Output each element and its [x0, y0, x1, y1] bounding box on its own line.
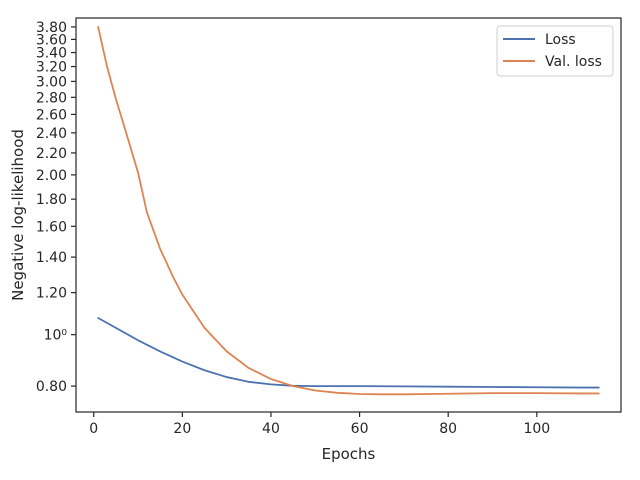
y-tick-label: 3.00 — [36, 74, 67, 90]
x-tick-label: 40 — [262, 421, 280, 437]
axes-frame — [75, 17, 622, 413]
x-tick-label: 80 — [439, 421, 457, 437]
y-tick-label: 2.20 — [36, 146, 67, 162]
y-tick-label: 2.80 — [36, 90, 67, 106]
x-tick-label: 100 — [523, 421, 550, 437]
y-tick-label: 1.20 — [36, 286, 67, 302]
series-line-val-loss — [97, 26, 600, 396]
y-tick-label: 1.80 — [36, 192, 67, 208]
plot-layer — [97, 26, 600, 396]
y-tick-label: 2.60 — [36, 107, 67, 123]
y-tick-label: 2.40 — [36, 126, 67, 142]
y-tick-label: 10⁰ — [44, 328, 68, 344]
y-tick-label: 3.60 — [36, 32, 67, 48]
x-tick-label: 0 — [89, 421, 98, 437]
y-tick-label: 3.40 — [36, 46, 67, 62]
y-tick-label: 2.00 — [36, 168, 67, 184]
y-tick-label: 3.20 — [36, 60, 67, 76]
y-axis: 0.80 10⁰ 1.20 1.40 1.60 1.80 2.00 2.20 2.40 2.602… — [36, 20, 76, 395]
legend: Loss Val. loss — [496, 25, 614, 77]
x-tick-label: 20 — [173, 421, 191, 437]
y-tick-label: 1.40 — [36, 250, 67, 266]
x-axis-label: Epochs — [322, 445, 376, 463]
series-line-loss — [97, 317, 600, 389]
x-axis: 0 20 40 60 80 100 — [89, 412, 550, 437]
y-tick-label: 3.80 — [36, 20, 67, 36]
y-tick-label: 0.80 — [36, 379, 67, 395]
legend-label-val-loss: Val. loss — [545, 54, 602, 70]
legend-label-loss: Loss — [545, 32, 576, 48]
x-tick-label: 60 — [351, 421, 369, 437]
y-axis-label: Negative log-likelihood — [9, 129, 27, 301]
y-tick-label: 1.60 — [36, 219, 67, 235]
